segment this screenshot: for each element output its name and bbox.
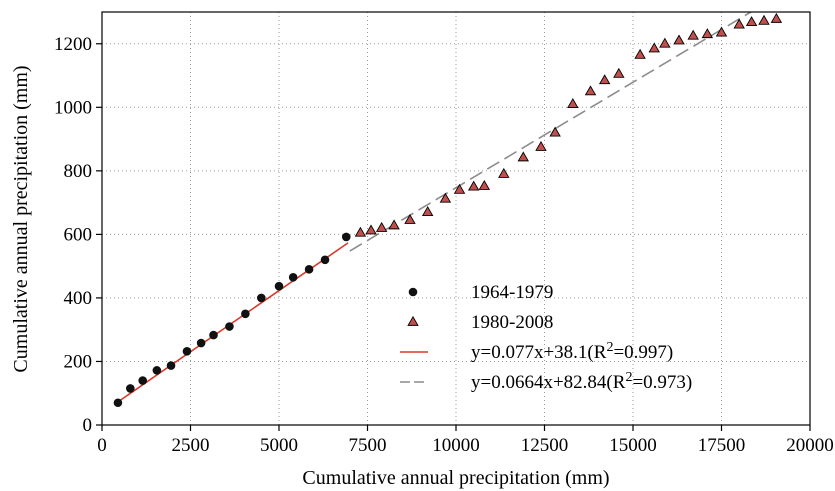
fit-line-1 [117,242,349,403]
x-tick-label: 7500 [349,435,387,456]
data-point-series-1 [257,293,266,303]
data-point-series-2 [659,37,671,48]
data-point-series-2 [453,183,466,194]
data-point-series-2 [365,224,377,235]
data-point-series-1 [241,309,250,319]
data-point-series-1 [113,398,123,408]
data-point-series-2 [701,28,714,39]
legend-label-series-1: 1964-1979 [471,282,553,303]
data-point-series-2 [498,167,510,178]
y-axis-title: Cumulative annual precipitation (mm) [10,65,32,372]
data-point-series-1 [152,366,162,375]
data-point-series-2 [421,206,434,216]
data-point-series-1 [341,232,351,242]
axis-ticks: 0 2500 5000 7500 10000 12500 15000 17500 20000 0 2… [54,34,834,456]
data-point-series-2 [745,16,758,26]
x-tick-label: 20000 [786,435,834,456]
data-point-series-1 [166,361,176,370]
data-point-series-2 [758,14,770,25]
data-point-series-2 [648,42,660,53]
y-tick-label: 200 [64,351,93,372]
x-tick-label: 17500 [698,435,746,456]
data-point-series-2 [733,18,745,29]
data-point-series-2 [673,34,685,45]
legend-fit-equation: y=0.077x+38.1(R [471,342,607,363]
data-point-series-1 [225,322,234,331]
y-tick-label: 800 [64,161,93,182]
data-point-series-1 [196,338,206,348]
legend-marker-series-2 [407,315,419,326]
data-point-series-2 [613,67,625,78]
data-point-series-2 [354,226,367,237]
legend-fit-equation: y=0.0664x+82.84(R [471,372,626,393]
x-tick-label: 2500 [172,435,210,456]
data-point-series-2 [439,192,452,203]
data-point-series-1 [288,272,298,282]
data-point-series-2 [549,126,561,137]
legend-fit-superscript: 2 [625,370,632,385]
y-tick-label: 0 [83,415,93,436]
x-tick-label: 5000 [260,435,298,456]
legend: 1964-19791980-2008y=0.077x+38.1(R2=0.997… [400,282,692,393]
data-point-series-2 [467,180,480,191]
y-tick-label: 1000 [54,97,92,118]
x-tick-label: 0 [97,435,107,456]
data-point-series-2 [567,98,579,108]
data-point-series-2 [388,219,400,230]
legend-fit-r2: =0.997) [613,342,673,363]
data-point-series-2 [634,48,646,59]
legend-label-fit-1: y=0.077x+38.1(R2=0.997) [471,340,673,363]
plot-frame [101,11,811,426]
y-tick-label: 400 [64,288,93,309]
data-point-series-2 [517,151,529,162]
data-point-series-1 [209,330,218,340]
data-point-series-1 [320,255,330,265]
legend-marker-series-1 [408,287,418,297]
x-tick-label: 15000 [609,435,657,456]
data-point-series-2 [715,26,728,37]
legend-label-series-2: 1980-2008 [471,312,553,333]
data-points [113,12,783,408]
data-point-series-2 [375,221,388,232]
y-tick-label: 600 [64,224,93,245]
data-point-series-2 [770,12,783,23]
data-point-series-2 [535,140,547,151]
legend-fit-r2: =0.973) [632,372,692,393]
data-point-series-1 [126,384,135,393]
legend-fit-superscript: 2 [606,340,613,355]
data-point-series-1 [138,376,148,385]
x-axis-title: Cumulative annual precipitation (mm) [302,467,609,489]
data-point-series-2 [584,85,597,96]
data-point-series-1 [274,281,284,291]
y-tick-label: 1200 [54,34,92,55]
data-point-series-1 [304,265,314,274]
legend-label-fit-2: y=0.0664x+82.84(R2=0.973) [471,370,692,393]
x-tick-label: 10000 [432,435,480,456]
grid-lines [102,12,810,425]
data-point-series-2 [598,74,611,85]
x-tick-label: 12500 [521,435,569,456]
data-point-series-2 [404,213,416,224]
data-point-series-1 [182,346,192,356]
data-point-series-2 [478,179,491,190]
data-point-series-2 [687,29,699,40]
